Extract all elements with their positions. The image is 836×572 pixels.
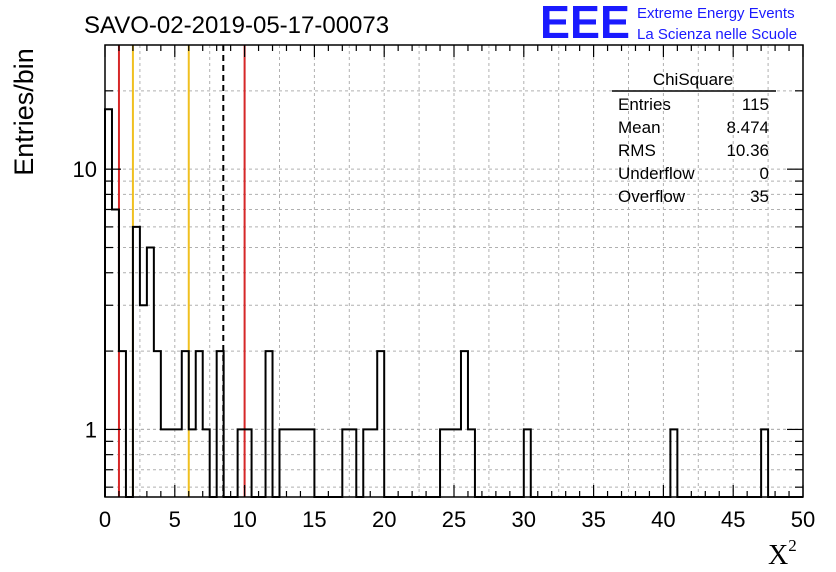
histogram-bin	[105, 109, 112, 497]
x-tick-label: 25	[442, 507, 466, 532]
histogram-bin	[112, 209, 119, 497]
eee-logo-mark: EEE	[540, 0, 630, 48]
x-axis-label-superscript: 2	[788, 536, 797, 555]
histogram-bin	[238, 429, 245, 497]
histogram-bin	[119, 351, 126, 497]
eee-logo: EEE Extreme Energy Events La Scienza nel…	[540, 0, 797, 48]
histogram-bin	[377, 351, 384, 497]
stats-box: ChiSquare Entries 115 Mean 8.474 RMS 10.…	[612, 70, 776, 206]
x-tick-label: 50	[791, 507, 815, 532]
y-tick-label: 10	[73, 157, 97, 182]
histogram-bin	[370, 429, 377, 497]
x-tick-label: 5	[169, 507, 181, 532]
histogram-bin	[280, 429, 287, 497]
histogram-bin	[161, 429, 168, 497]
histogram-bin	[300, 429, 307, 497]
stats-row-mean-value: 8.474	[726, 118, 769, 137]
y-tick-label: 1	[85, 417, 97, 442]
stats-row-underflow-value: 0	[760, 164, 769, 183]
stats-row-overflow-value: 35	[750, 187, 769, 206]
histogram-bin	[133, 227, 140, 497]
x-axis-label-main: X	[768, 540, 788, 571]
histogram-bin	[175, 429, 182, 497]
histogram-bin	[761, 429, 768, 497]
histogram-bin	[293, 429, 300, 497]
stats-row-overflow-label: Overflow	[618, 187, 686, 206]
histogram-bin	[147, 248, 154, 497]
eee-logo-line1: Extreme Energy Events	[637, 5, 795, 22]
x-axis-label: X2	[768, 536, 797, 571]
x-tick-label: 10	[232, 507, 256, 532]
x-tick-label: 40	[651, 507, 675, 532]
histogram-bin	[182, 351, 189, 497]
grid-lines	[105, 45, 803, 497]
stats-row-entries-value: 115	[742, 95, 769, 114]
histogram-bin	[461, 351, 468, 497]
stats-row-entries-label: Entries	[618, 95, 671, 114]
histogram-bin	[440, 429, 447, 497]
histogram-bin	[154, 351, 161, 497]
histogram-bin	[307, 429, 314, 497]
histogram-bin	[349, 429, 356, 497]
stats-row-mean-label: Mean	[618, 118, 661, 137]
x-tick-label: 20	[372, 507, 396, 532]
histogram-bin	[245, 429, 252, 497]
histogram-bin	[189, 429, 196, 497]
histogram-bin	[203, 429, 210, 497]
histogram-bin	[168, 429, 175, 497]
histogram-bin	[447, 429, 454, 497]
histogram-bin	[363, 429, 370, 497]
stats-box-title: ChiSquare	[653, 70, 733, 89]
histogram-bin	[524, 429, 531, 497]
x-tick-label: 35	[581, 507, 605, 532]
histogram-bin	[266, 351, 273, 497]
stats-row-rms-label: RMS	[618, 141, 656, 160]
stats-row-underflow-label: Underflow	[618, 164, 695, 183]
histogram-bin	[670, 429, 677, 497]
x-tick-label: 15	[302, 507, 326, 532]
eee-logo-line2: La Scienza nelle Scuole	[637, 26, 797, 43]
histogram-bin	[217, 351, 224, 497]
stats-row-rms-value: 10.36	[726, 141, 769, 160]
histogram-bin	[286, 429, 293, 497]
axis-ticks: 0 5 10 15 20 25 30 35 40 45 50 1 10	[73, 45, 815, 532]
chart-title: SAVO-02-2019-05-17-00073	[84, 12, 389, 39]
histogram-bin	[454, 429, 461, 497]
x-tick-label: 0	[99, 507, 111, 532]
histogram-bin	[342, 429, 349, 497]
y-axis-label: Entries/bin	[9, 48, 39, 176]
x-tick-label: 45	[721, 507, 745, 532]
histogram-bin	[196, 351, 203, 497]
histogram-bin	[468, 429, 475, 497]
x-tick-label: 30	[512, 507, 536, 532]
histogram-bin	[140, 305, 147, 497]
